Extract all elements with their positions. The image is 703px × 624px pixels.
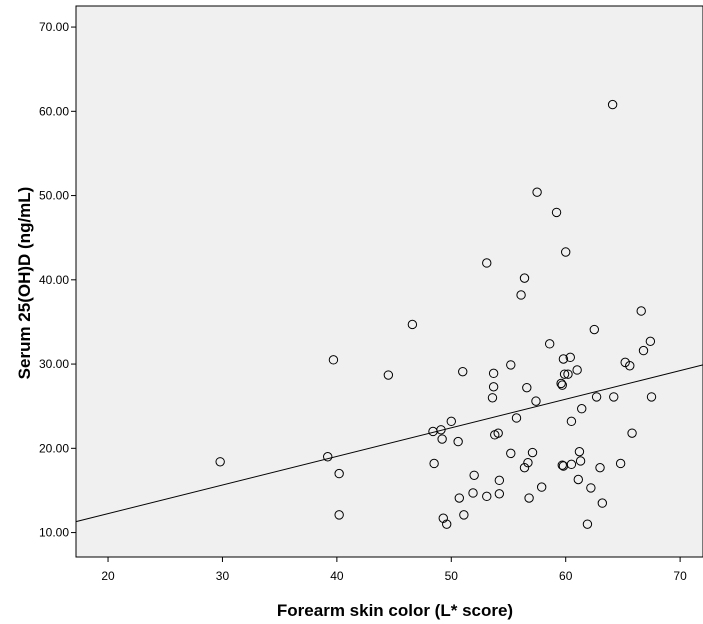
y-tick-label: 30.00	[39, 357, 69, 371]
data-point	[557, 460, 567, 470]
data-point	[565, 352, 575, 363]
data-point	[646, 392, 657, 402]
data-point	[536, 482, 547, 492]
y-tick-label: 20.00	[39, 441, 69, 455]
data-point	[438, 513, 448, 523]
data-point	[493, 428, 503, 438]
data-point	[494, 475, 505, 486]
data-point	[586, 483, 596, 493]
y-axis-title: Serum 25(OH)D (ng/mL)	[15, 187, 34, 380]
data-point	[436, 425, 446, 435]
y-tick-label: 60.00	[39, 104, 69, 118]
data-point	[334, 510, 344, 520]
data-point	[429, 458, 439, 469]
data-point	[597, 498, 608, 508]
data-point	[559, 369, 570, 379]
data-point	[582, 519, 593, 529]
data-point	[523, 457, 533, 468]
data-point	[638, 345, 649, 356]
data-point	[328, 355, 339, 365]
data-point	[609, 392, 619, 402]
data-point	[468, 488, 478, 498]
data-point	[453, 436, 463, 447]
data-point	[615, 458, 626, 469]
x-tick-label: 60	[559, 569, 573, 583]
data-point	[636, 306, 646, 316]
y-tick-label: 40.00	[39, 273, 69, 287]
data-point	[383, 370, 394, 380]
x-tick-label: 30	[216, 569, 230, 583]
data-point	[557, 380, 567, 390]
y-tick-label: 50.00	[39, 189, 69, 203]
data-point	[487, 393, 498, 403]
data-point	[531, 396, 541, 406]
plot-area	[75, 5, 703, 558]
data-point	[459, 510, 469, 520]
data-point	[575, 456, 586, 466]
data-point	[446, 416, 456, 427]
data-point	[572, 365, 582, 375]
data-point	[544, 339, 555, 349]
data-point	[482, 491, 492, 502]
x-tick-label: 50	[445, 569, 459, 583]
data-point	[645, 336, 656, 347]
data-point	[556, 378, 566, 389]
data-point	[589, 324, 600, 335]
data-point	[442, 519, 452, 529]
y-axis-ticks: 10.00 20.00 30.00 40.00 50.00 60.00 70.00	[39, 20, 76, 540]
data-point	[494, 489, 505, 499]
data-point	[595, 462, 605, 473]
x-tick-label: 20	[101, 569, 115, 583]
data-point	[519, 273, 530, 283]
data-points	[215, 99, 657, 529]
data-point	[573, 474, 583, 485]
data-point	[482, 258, 492, 268]
y-tick-label: 70.00	[39, 20, 69, 34]
data-point	[607, 99, 618, 110]
data-point	[519, 462, 530, 473]
data-point	[215, 457, 225, 467]
data-point	[407, 319, 418, 330]
x-axis-ticks: 20 30 40 50 60 70	[101, 557, 687, 583]
data-point	[566, 416, 577, 427]
data-point	[437, 434, 447, 444]
data-point	[454, 493, 464, 503]
data-point	[506, 448, 516, 459]
data-point	[627, 428, 637, 438]
data-point	[516, 290, 526, 300]
data-point	[561, 247, 571, 257]
data-point	[511, 413, 522, 423]
data-point	[488, 382, 499, 392]
data-point	[574, 446, 585, 457]
data-point	[563, 369, 573, 379]
x-tick-label: 40	[330, 569, 344, 583]
data-point	[524, 493, 534, 503]
data-point	[334, 468, 344, 479]
x-axis-title: Forearm skin color (L* score)	[277, 601, 513, 620]
data-point	[522, 382, 532, 393]
data-point	[532, 187, 542, 197]
data-point	[577, 404, 587, 414]
data-point	[558, 354, 569, 364]
data-point	[625, 361, 635, 371]
data-point	[469, 470, 479, 480]
data-point	[566, 459, 577, 470]
data-point	[323, 452, 333, 462]
regression-line	[75, 364, 703, 523]
data-point	[527, 447, 538, 458]
x-tick-label: 70	[673, 569, 687, 583]
data-point	[458, 366, 468, 377]
data-point	[488, 368, 499, 379]
data-point	[591, 392, 602, 402]
data-point	[551, 207, 562, 218]
y-tick-label: 10.00	[39, 526, 69, 540]
data-point	[506, 360, 516, 370]
